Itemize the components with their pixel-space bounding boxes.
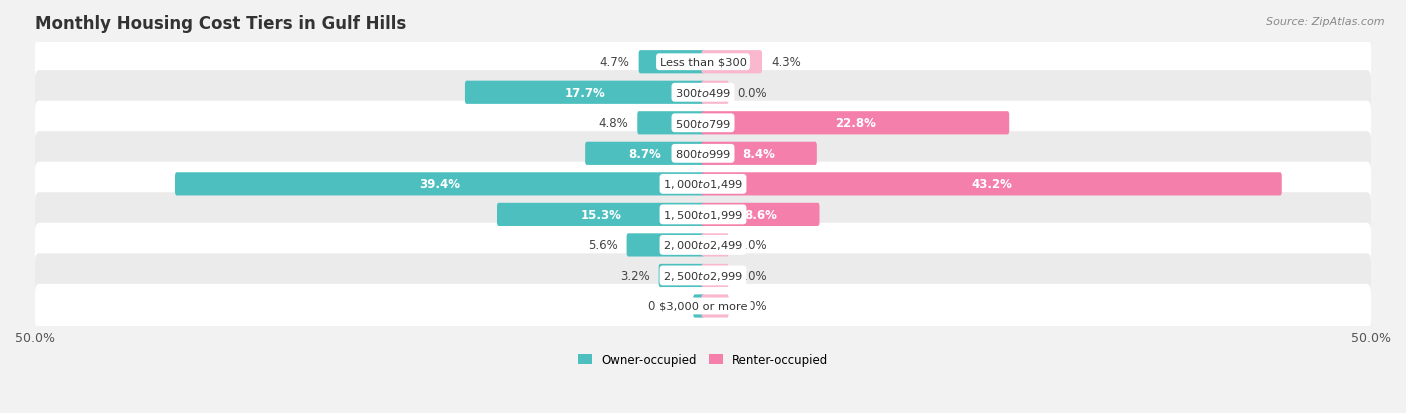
- FancyBboxPatch shape: [35, 193, 1371, 237]
- Text: 17.7%: 17.7%: [564, 87, 605, 100]
- Text: 8.7%: 8.7%: [628, 147, 661, 160]
- FancyBboxPatch shape: [693, 294, 704, 318]
- Text: Monthly Housing Cost Tiers in Gulf Hills: Monthly Housing Cost Tiers in Gulf Hills: [35, 15, 406, 33]
- Text: $300 to $499: $300 to $499: [675, 87, 731, 99]
- FancyBboxPatch shape: [702, 81, 728, 104]
- FancyBboxPatch shape: [35, 102, 1371, 145]
- Text: 0.0%: 0.0%: [738, 239, 768, 252]
- Text: 0.0%: 0.0%: [738, 87, 768, 100]
- Text: 0.0%: 0.0%: [738, 269, 768, 282]
- FancyBboxPatch shape: [35, 162, 1371, 206]
- FancyBboxPatch shape: [627, 234, 704, 257]
- Text: 3.2%: 3.2%: [620, 269, 650, 282]
- FancyBboxPatch shape: [637, 112, 704, 135]
- FancyBboxPatch shape: [702, 203, 820, 226]
- Text: 8.4%: 8.4%: [742, 147, 776, 160]
- FancyBboxPatch shape: [702, 234, 728, 257]
- FancyBboxPatch shape: [35, 71, 1371, 115]
- Text: 22.8%: 22.8%: [835, 117, 876, 130]
- FancyBboxPatch shape: [465, 81, 704, 104]
- Text: Less than $300: Less than $300: [659, 57, 747, 68]
- FancyBboxPatch shape: [702, 51, 762, 74]
- FancyBboxPatch shape: [496, 203, 704, 226]
- FancyBboxPatch shape: [658, 264, 704, 287]
- FancyBboxPatch shape: [35, 132, 1371, 176]
- Text: 8.6%: 8.6%: [744, 209, 778, 221]
- FancyBboxPatch shape: [638, 51, 704, 74]
- Text: 43.2%: 43.2%: [972, 178, 1012, 191]
- Text: $800 to $999: $800 to $999: [675, 148, 731, 160]
- Text: $3,000 or more: $3,000 or more: [659, 301, 747, 311]
- FancyBboxPatch shape: [585, 142, 704, 166]
- Legend: Owner-occupied, Renter-occupied: Owner-occupied, Renter-occupied: [572, 349, 834, 371]
- FancyBboxPatch shape: [35, 284, 1371, 328]
- Text: $2,500 to $2,999: $2,500 to $2,999: [664, 269, 742, 282]
- Text: 39.4%: 39.4%: [419, 178, 460, 191]
- FancyBboxPatch shape: [35, 40, 1371, 85]
- Text: 5.6%: 5.6%: [588, 239, 617, 252]
- Text: $1,000 to $1,499: $1,000 to $1,499: [664, 178, 742, 191]
- Text: Source: ZipAtlas.com: Source: ZipAtlas.com: [1267, 17, 1385, 26]
- FancyBboxPatch shape: [702, 112, 1010, 135]
- Text: $2,000 to $2,499: $2,000 to $2,499: [664, 239, 742, 252]
- Text: 4.7%: 4.7%: [599, 56, 630, 69]
- Text: 15.3%: 15.3%: [581, 209, 621, 221]
- Text: $500 to $799: $500 to $799: [675, 118, 731, 130]
- FancyBboxPatch shape: [174, 173, 704, 196]
- FancyBboxPatch shape: [702, 173, 1282, 196]
- FancyBboxPatch shape: [35, 223, 1371, 267]
- FancyBboxPatch shape: [702, 264, 728, 287]
- FancyBboxPatch shape: [702, 294, 728, 318]
- Text: 4.8%: 4.8%: [599, 117, 628, 130]
- Text: 0.0%: 0.0%: [738, 300, 768, 313]
- FancyBboxPatch shape: [35, 254, 1371, 298]
- Text: 0.61%: 0.61%: [647, 300, 685, 313]
- Text: $1,500 to $1,999: $1,500 to $1,999: [664, 209, 742, 221]
- Text: 4.3%: 4.3%: [770, 56, 801, 69]
- FancyBboxPatch shape: [702, 142, 817, 166]
